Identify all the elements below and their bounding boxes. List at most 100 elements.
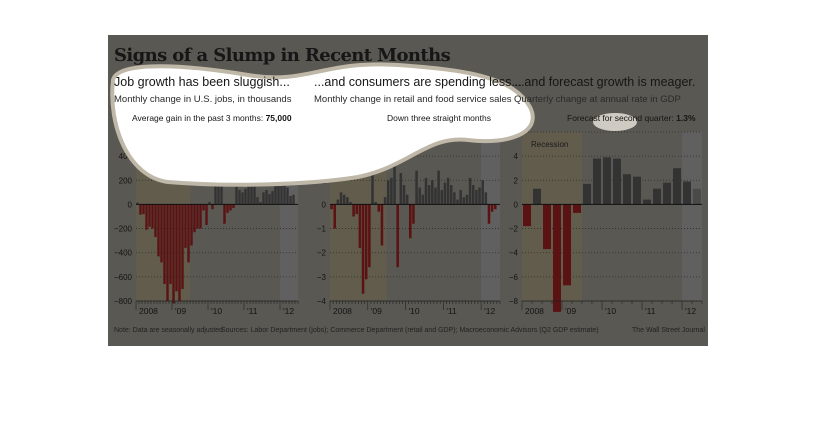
y-tick-label: −3 [317, 273, 327, 282]
panel-gdp-heading: ...and forecast growth is meager. [514, 75, 696, 89]
y-tick-label: −600 [114, 273, 133, 282]
bar [259, 202, 262, 205]
bar [643, 199, 651, 205]
bar [229, 204, 232, 211]
y-tick-label: −4 [509, 249, 519, 258]
bar [386, 180, 390, 205]
bar [247, 177, 250, 205]
bar [193, 204, 196, 233]
y-tick-label: −1 [317, 225, 327, 234]
bar [393, 139, 396, 205]
bar [253, 173, 256, 205]
bar [339, 192, 343, 205]
bar [250, 174, 253, 205]
bar [424, 177, 428, 205]
y-tick-label: −8 [509, 297, 519, 306]
y-tick-label: 4 [514, 152, 519, 161]
highlight-blob [110, 62, 637, 187]
bar [142, 204, 145, 215]
bar [494, 204, 497, 210]
y-tick-label: 400 [119, 152, 133, 161]
bar [178, 204, 181, 301]
bar [437, 170, 440, 205]
bar [202, 204, 205, 211]
bar [283, 173, 286, 205]
bar [405, 194, 409, 205]
chart-panel: Recession6004002000−200−400−600−8002008'… [108, 35, 708, 346]
bar [683, 181, 691, 205]
x-tick-label: 2008 [525, 306, 544, 316]
bar [235, 177, 238, 205]
bar [289, 195, 292, 205]
bar [333, 204, 336, 229]
bar [593, 158, 601, 205]
bar [232, 204, 235, 209]
y-tick-label: 0 [322, 200, 327, 209]
bar [613, 158, 621, 205]
bar [533, 188, 541, 205]
bar [663, 182, 671, 205]
bar [265, 189, 268, 205]
bar [633, 176, 641, 205]
bar [244, 188, 247, 205]
bar [478, 187, 481, 205]
panel-jobs-heading: Job growth has been sluggish... [114, 75, 290, 89]
bar [368, 204, 371, 268]
bar [355, 204, 359, 215]
charts-svg: Recession6004002000−200−400−600−8002008'… [114, 128, 703, 316]
bar [262, 192, 265, 205]
bar [172, 204, 175, 304]
annotation-value: 75,000 [265, 113, 292, 123]
bar [583, 183, 591, 205]
bar [226, 204, 229, 213]
y-tick-label: 0 [514, 200, 519, 209]
panel-jobs-annotation: Average gain in the past 3 months: 75,00… [132, 113, 292, 123]
y-tick-label: −800 [114, 297, 133, 306]
panel-gdp-annotation: Forecast for second quarter: 1.3% [567, 113, 696, 123]
bar [241, 192, 244, 205]
bar [157, 204, 160, 257]
bar [443, 182, 447, 205]
bar [160, 204, 163, 263]
bar [196, 204, 199, 229]
bar [208, 202, 211, 205]
x-tick-label: '10 [409, 306, 420, 316]
x-tick-label: '10 [605, 306, 616, 316]
panel-jobs-subheading: Monthly change in U.S. jobs, in thousand… [114, 94, 292, 105]
x-tick-label: '10 [211, 306, 222, 316]
bar [358, 204, 362, 248]
bar [361, 204, 365, 294]
bar [418, 187, 421, 205]
y-tick-label: −400 [114, 249, 133, 258]
bar [371, 158, 374, 205]
bar [459, 189, 462, 205]
bar [383, 197, 387, 205]
bar [446, 177, 450, 205]
bar [268, 194, 271, 205]
x-tick-label: '09 [565, 306, 576, 316]
bar [274, 185, 277, 205]
x-tick-label: '12 [685, 306, 696, 316]
bar [390, 177, 393, 205]
bar [169, 204, 172, 285]
bar [673, 168, 681, 205]
bar [214, 181, 217, 205]
bar [145, 204, 148, 230]
bar [342, 194, 346, 205]
y-tick-label: −6 [509, 273, 519, 282]
x-tick-label: '11 [247, 306, 258, 316]
bar [352, 204, 355, 217]
bar [563, 204, 571, 286]
bar [346, 197, 349, 205]
bar [434, 187, 437, 205]
bar [277, 180, 280, 205]
bar [292, 194, 295, 205]
panel-retail-annotation: Down three straight months [387, 113, 491, 123]
bar [415, 170, 418, 205]
bar [481, 180, 484, 205]
y-tick-label: −4 [317, 297, 327, 306]
footer-sources: Sources: Labor Department (jobs); Commer… [221, 327, 599, 334]
y-tick-label: −2 [317, 249, 327, 258]
bar [181, 204, 184, 289]
bar [412, 204, 415, 224]
